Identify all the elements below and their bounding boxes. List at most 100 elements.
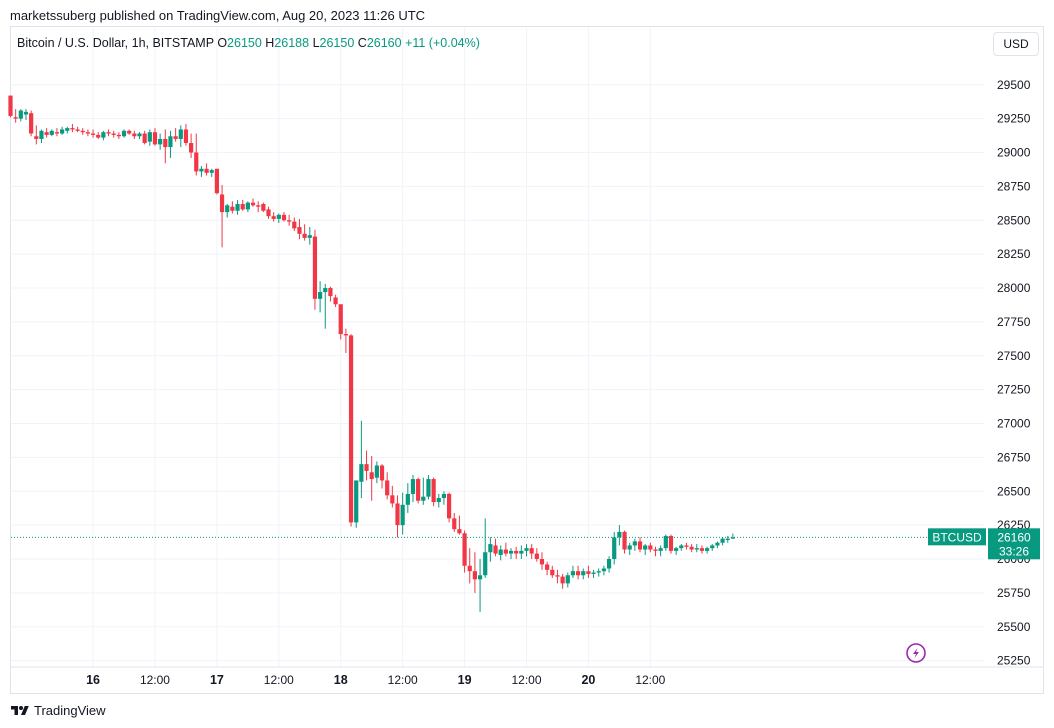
candle: [348, 334, 354, 527]
symbol-price-tag: BTCUSD: [928, 528, 986, 546]
price-tick-label: 28250: [997, 247, 1031, 261]
candle: [29, 110, 34, 137]
time-tick-label: 17: [210, 673, 224, 687]
candle: [730, 533, 735, 539]
candle: [441, 491, 447, 505]
candle: [90, 129, 96, 138]
candle: [338, 304, 343, 340]
price-tick-label: 29250: [997, 112, 1031, 126]
candle: [271, 212, 276, 222]
candle: [627, 542, 632, 555]
candle: [18, 109, 23, 122]
candle: [168, 130, 173, 158]
candle: [710, 544, 715, 551]
candle: [395, 495, 400, 538]
candle: [519, 545, 524, 559]
tradingview-logo[interactable]: TradingView: [10, 703, 106, 718]
time-tick-label: 12:00: [511, 673, 541, 687]
candle: [694, 544, 699, 553]
candle: [550, 565, 555, 578]
chart-frame: [10, 26, 1044, 694]
candle: [658, 545, 663, 557]
last-price-value: 26160: [997, 530, 1031, 544]
candle: [436, 493, 441, 508]
time-tick-label: 12:00: [388, 673, 418, 687]
candle: [374, 461, 379, 484]
candle: [318, 281, 323, 313]
open-label: O: [217, 36, 228, 50]
candle: [96, 132, 101, 139]
high-label: H: [265, 36, 275, 50]
candle: [617, 525, 622, 546]
price-tick-label: 25500: [997, 620, 1031, 634]
candle: [13, 109, 18, 123]
candle: [343, 328, 348, 354]
candle: [612, 531, 617, 565]
candle: [60, 126, 65, 135]
candle: [85, 129, 90, 137]
currency-button[interactable]: USD: [993, 32, 1039, 56]
open-value: 26150: [227, 36, 262, 50]
candle: [44, 128, 49, 138]
candle: [292, 217, 297, 232]
candle: [679, 544, 684, 551]
candle: [137, 132, 142, 139]
candle: [400, 492, 405, 535]
candle: [591, 569, 596, 578]
candle: [699, 545, 705, 554]
candle: [163, 129, 168, 164]
candle: [178, 125, 183, 148]
time-tick-label: 12:00: [264, 673, 294, 687]
candle: [49, 129, 54, 137]
candle: [281, 212, 287, 222]
candle: [452, 512, 457, 532]
time-tick-label: 18: [334, 673, 348, 687]
price-axis: 2525025500257502600026250265002675027000…: [997, 78, 1031, 668]
time-axis: 16 12:00 17 12:00 18 12:00 19 12:00 20 12:00: [10, 666, 1044, 687]
candle: [606, 556, 612, 573]
time-tick-label: 19: [458, 673, 472, 687]
close-value: 26160: [366, 36, 402, 50]
candle: [447, 492, 452, 523]
candle: [457, 515, 462, 535]
candle: [189, 133, 194, 158]
price-tick-label: 25750: [997, 586, 1031, 600]
alert-icon[interactable]: [906, 643, 926, 663]
candle: [307, 227, 312, 245]
low-value: 26150: [319, 36, 355, 50]
candle: [302, 224, 307, 241]
candle: [503, 542, 508, 557]
candle: [508, 548, 514, 559]
price-tick-label: 29500: [997, 78, 1031, 92]
candle: [65, 126, 70, 134]
candle: [297, 218, 302, 240]
candle: [689, 544, 694, 553]
brand-name: TradingView: [34, 703, 106, 718]
candle: [529, 544, 534, 559]
symbol-name[interactable]: Bitcoin / U.S. Dollar, 1h, BITSTAMP: [17, 36, 214, 50]
tradingview-logo-icon: [11, 705, 29, 715]
time-tick-label: 12:00: [140, 673, 170, 687]
candle: [152, 128, 158, 146]
candle: [601, 565, 606, 576]
candle: [183, 124, 189, 146]
candle: [121, 129, 127, 138]
candle: [333, 294, 338, 307]
candle: [483, 518, 488, 578]
bar-countdown: 33:26: [999, 544, 1029, 558]
price-tick-label: 27750: [997, 315, 1031, 329]
candle: [194, 133, 199, 176]
candle: [39, 129, 44, 144]
grid-lines: [11, 28, 984, 667]
candle: [534, 548, 539, 562]
candle: [488, 537, 493, 562]
candle: [127, 129, 132, 135]
candle: [111, 130, 116, 138]
candle: [467, 548, 472, 584]
candle: [147, 129, 152, 146]
candle: [142, 130, 147, 145]
symbol-tag-label: BTCUSD: [932, 530, 982, 544]
price-tick-label: 29000: [997, 146, 1031, 160]
